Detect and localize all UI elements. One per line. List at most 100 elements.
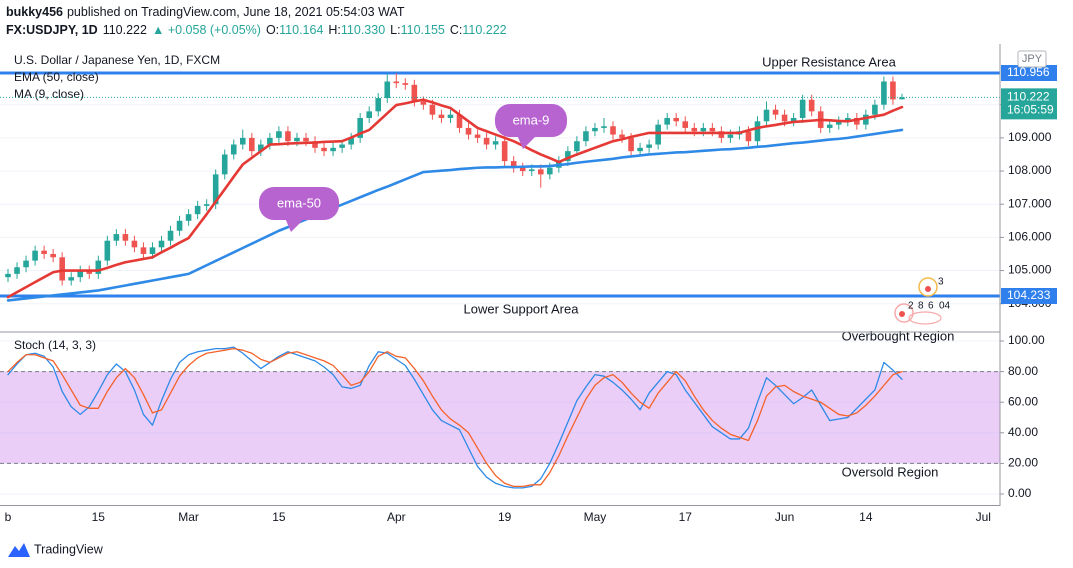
x-tick-label: 19 <box>498 510 512 524</box>
y-tick-label: 108.000 <box>1008 163 1052 177</box>
candle-body <box>854 117 860 125</box>
h-label: H: <box>328 23 341 37</box>
last-price: 110.222 <box>1007 90 1050 104</box>
x-tick-label: Apr <box>387 510 406 524</box>
candle-body <box>402 83 409 85</box>
candle-body <box>420 101 427 105</box>
y-tick-label: 106.000 <box>1008 230 1052 244</box>
currency-badge <box>1017 50 1047 68</box>
candle-body <box>203 204 210 206</box>
candle-body <box>872 104 878 115</box>
level-price-box <box>1001 65 1057 82</box>
candle-body <box>86 270 93 274</box>
candle-body <box>258 144 264 152</box>
plot-area: 104.000105.000106.000107.000108.000109.0… <box>0 50 1057 524</box>
candle-body <box>267 137 273 145</box>
candle-body <box>709 127 716 132</box>
candle-body <box>619 134 625 138</box>
candle-body <box>366 111 372 118</box>
c-value: 110.222 <box>462 23 506 37</box>
candle-body <box>321 147 327 152</box>
candle-body <box>312 141 318 148</box>
candle-body <box>456 114 463 128</box>
annotation: Oversold Region <box>842 464 939 479</box>
logo-icon <box>8 543 30 557</box>
candle-body <box>68 277 75 281</box>
candle-body <box>574 141 580 152</box>
candle-body <box>140 247 147 254</box>
candle-body <box>510 161 517 168</box>
event-label: 8 <box>918 301 924 312</box>
candle-body <box>167 230 174 241</box>
y-tick-label: 20.00 <box>1008 456 1038 470</box>
candle-body <box>230 144 237 155</box>
candle-body <box>673 117 680 122</box>
event-icon <box>908 311 942 325</box>
candle-body <box>745 131 752 142</box>
footer-logo: TradingView <box>8 542 104 557</box>
candle-body <box>194 205 201 215</box>
candle-body <box>23 260 29 268</box>
candle-body <box>890 81 896 100</box>
level-label: Lower Support Area <box>464 301 580 316</box>
level-label: Upper Resistance Area <box>762 54 896 69</box>
candle-body <box>682 121 689 128</box>
pane-title: U.S. Dollar / Japanese Yen, 1D, FXCM <box>14 53 220 67</box>
candle-body <box>547 167 553 175</box>
candle-body <box>50 253 56 258</box>
l-value: 110.155 <box>401 23 445 37</box>
candle-body <box>429 104 436 115</box>
candle-body <box>32 250 38 261</box>
legend-entry: MA (9, close) <box>14 87 84 101</box>
candle-body <box>592 127 598 132</box>
candle-body <box>808 99 815 112</box>
events: 3 2 8 6 04 <box>894 277 951 325</box>
y-tick-label: 109.000 <box>1008 130 1052 144</box>
callout-tail <box>517 135 537 149</box>
x-tick-label: Jun <box>775 510 794 524</box>
candle-body <box>583 131 589 142</box>
countdown: 16:05:59 <box>1007 103 1054 117</box>
candle-body <box>881 81 887 105</box>
footer-brand: TradingView <box>34 542 104 556</box>
last-price-box <box>1001 88 1057 120</box>
candle-body <box>375 98 382 112</box>
candle-body <box>411 84 418 102</box>
candle-body <box>754 121 761 142</box>
symbol: FX:USDJPY, 1D <box>6 23 98 37</box>
candle-body <box>799 99 806 118</box>
candle-body <box>447 114 454 118</box>
candle-body <box>348 137 354 145</box>
candle-body <box>77 270 84 278</box>
candle-body <box>664 117 670 125</box>
candle-body <box>294 137 300 142</box>
currency: JPY <box>1022 53 1043 65</box>
candle-body <box>5 273 11 278</box>
candle-body <box>492 141 499 145</box>
candle-body <box>691 127 698 132</box>
candle-body <box>863 114 869 125</box>
candle-body <box>131 240 138 248</box>
annotation: Overbought Region <box>842 328 955 343</box>
o-value: 110.164 <box>279 23 323 37</box>
candle-body <box>610 126 616 135</box>
candle-body <box>655 124 661 145</box>
callout-tail <box>285 218 305 232</box>
candle-body <box>474 134 481 138</box>
candle-body <box>700 127 707 132</box>
x-tick-label: Jul <box>976 510 991 524</box>
candle-body <box>339 144 345 148</box>
h-value: 110.330 <box>341 23 385 37</box>
candle-body <box>781 114 788 122</box>
candle-body <box>528 169 535 172</box>
candle-body <box>185 214 192 221</box>
candle-body <box>438 114 445 118</box>
event-icon <box>925 286 931 292</box>
x-tick-label: b <box>5 510 12 524</box>
l-label: L: <box>390 23 400 37</box>
candle-body <box>384 81 391 99</box>
y-tick-label: 107.000 <box>1008 196 1052 210</box>
level-price-box <box>1001 288 1057 305</box>
